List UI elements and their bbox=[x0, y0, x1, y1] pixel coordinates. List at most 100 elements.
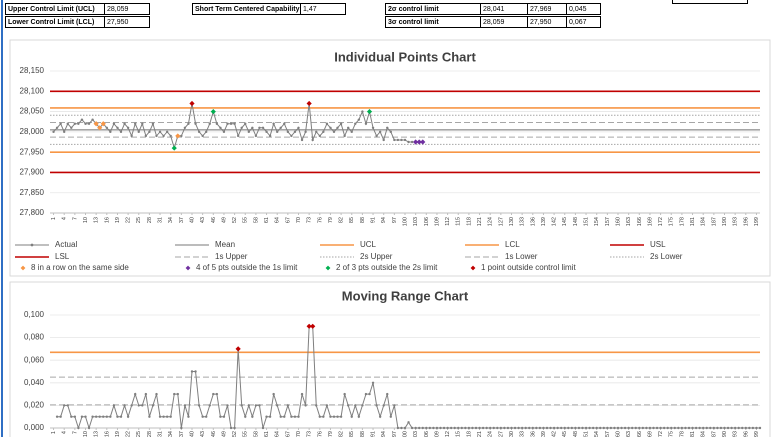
x-tick-label: 121 bbox=[477, 217, 483, 226]
x-tick-label: 154 bbox=[594, 217, 600, 226]
y-tick-label: 0,080 bbox=[24, 333, 45, 342]
point bbox=[520, 426, 524, 430]
point bbox=[119, 415, 123, 418]
point bbox=[719, 426, 723, 430]
x-tick-label: 178 bbox=[679, 217, 685, 226]
table-cell: 1,47 bbox=[300, 3, 346, 15]
table-cell: 0,067 bbox=[566, 16, 601, 28]
x-tick-label: 103 bbox=[413, 217, 419, 226]
point bbox=[591, 426, 595, 430]
x-tick-label: 160 bbox=[615, 217, 621, 226]
chart-panel bbox=[9, 39, 771, 277]
point bbox=[215, 392, 219, 396]
point bbox=[407, 421, 410, 424]
point bbox=[80, 415, 84, 418]
point bbox=[197, 130, 201, 134]
point bbox=[137, 130, 140, 134]
point bbox=[141, 122, 144, 125]
chart-title: Moving Range Chart bbox=[342, 288, 469, 303]
x-tick-label: 64 bbox=[275, 217, 281, 223]
point bbox=[169, 134, 172, 138]
x-tick-label: 181 bbox=[690, 217, 696, 226]
point bbox=[613, 426, 616, 430]
x-tick-label: 34 bbox=[168, 217, 174, 223]
point bbox=[254, 134, 258, 138]
point bbox=[687, 426, 691, 430]
point bbox=[265, 130, 268, 134]
x-tick-label: 46 bbox=[211, 431, 217, 437]
flag-point bbox=[97, 125, 103, 131]
legend-swatch bbox=[30, 243, 34, 247]
point bbox=[265, 415, 268, 418]
x-tick-label: 145 bbox=[562, 431, 568, 437]
x-tick-label: 61 bbox=[264, 431, 270, 437]
x-tick-label: 79 bbox=[328, 431, 334, 437]
point bbox=[496, 426, 499, 430]
x-tick-label: 67 bbox=[285, 431, 291, 437]
legend-swatch bbox=[20, 265, 26, 271]
point bbox=[290, 134, 293, 138]
point bbox=[357, 415, 361, 418]
table-cell: Upper Control Limit (UCL) bbox=[5, 3, 105, 15]
point bbox=[339, 122, 343, 125]
point bbox=[723, 426, 726, 430]
x-tick-label: 178 bbox=[679, 431, 685, 437]
x-tick-label: 199 bbox=[754, 431, 760, 437]
point bbox=[151, 122, 155, 125]
point bbox=[552, 426, 556, 430]
point bbox=[389, 415, 392, 418]
x-tick-label: 157 bbox=[605, 431, 611, 437]
point bbox=[524, 426, 527, 430]
point bbox=[570, 426, 574, 430]
table-cell: 28,041 bbox=[480, 3, 528, 15]
point bbox=[457, 426, 460, 430]
point bbox=[187, 122, 190, 125]
point bbox=[148, 415, 151, 418]
point bbox=[378, 415, 382, 418]
point bbox=[655, 426, 659, 430]
x-tick-label: 73 bbox=[307, 217, 313, 223]
x-tick-label: 97 bbox=[392, 431, 398, 437]
x-tick-label: 133 bbox=[520, 431, 526, 437]
point bbox=[84, 415, 87, 418]
point bbox=[339, 415, 343, 418]
point bbox=[386, 126, 389, 129]
x-tick-label: 139 bbox=[541, 431, 547, 437]
x-tick-label: 85 bbox=[349, 431, 355, 437]
point bbox=[112, 404, 116, 407]
x-tick-label: 157 bbox=[605, 217, 611, 226]
point bbox=[464, 426, 467, 430]
point bbox=[602, 426, 605, 430]
point bbox=[279, 415, 282, 418]
point bbox=[91, 415, 94, 418]
table-cell: 27,950 bbox=[527, 16, 567, 28]
point bbox=[549, 426, 552, 430]
point bbox=[94, 415, 98, 418]
table-cell: 3σ control limit bbox=[385, 16, 481, 28]
x-tick-label: 88 bbox=[360, 217, 366, 223]
point bbox=[130, 404, 133, 407]
point bbox=[268, 134, 272, 138]
legend-label: Mean bbox=[215, 240, 235, 249]
x-tick-label: 37 bbox=[179, 217, 185, 223]
x-tick-label: 34 bbox=[168, 431, 174, 437]
point bbox=[705, 426, 708, 430]
point bbox=[98, 415, 101, 418]
x-tick-label: 28 bbox=[147, 217, 153, 223]
point bbox=[535, 426, 538, 430]
point bbox=[584, 426, 588, 430]
point bbox=[112, 122, 116, 125]
x-tick-label: 10 bbox=[83, 217, 89, 223]
point bbox=[751, 426, 755, 430]
point bbox=[737, 426, 740, 430]
x-tick-label: 130 bbox=[509, 431, 515, 437]
x-tick-label: 142 bbox=[552, 431, 558, 437]
y-tick-label: 0,040 bbox=[24, 378, 45, 387]
point bbox=[684, 426, 687, 430]
x-tick-label: 46 bbox=[211, 217, 217, 223]
point bbox=[556, 426, 559, 430]
point bbox=[623, 426, 627, 430]
x-tick-label: 172 bbox=[658, 217, 664, 226]
point bbox=[382, 138, 385, 142]
x-tick-label: 64 bbox=[275, 431, 281, 437]
